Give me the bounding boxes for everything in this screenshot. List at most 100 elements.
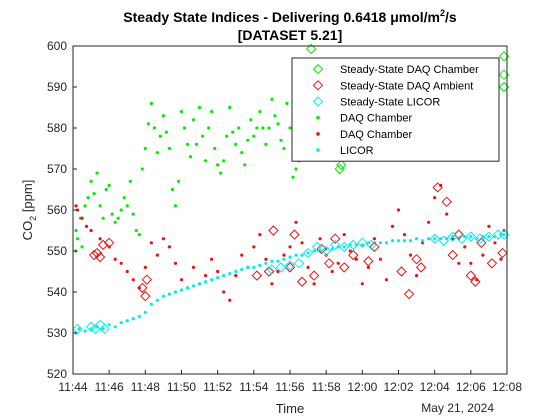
- data-point-diamond: [447, 231, 458, 242]
- data-point-diamond: [369, 241, 380, 253]
- data-point: [240, 253, 244, 257]
- data-point: [74, 228, 78, 233]
- data-point: [125, 204, 129, 208]
- data-point: [125, 269, 129, 274]
- data-point: [234, 269, 238, 274]
- data-point: [231, 130, 235, 134]
- legend: Steady-State DAQ Chamber Steady-State DAQ…: [291, 57, 500, 162]
- data-point: [119, 321, 123, 325]
- data-point: [264, 257, 268, 261]
- data-point: [481, 253, 485, 257]
- data-point-diamond: [323, 258, 335, 269]
- legend-box: [291, 57, 500, 162]
- data-point: [92, 192, 96, 196]
- data-point: [252, 245, 256, 249]
- x-tick-label: 11:52: [203, 380, 232, 394]
- data-point: [378, 257, 383, 261]
- data-point-diamond: [305, 43, 317, 55]
- data-point: [122, 196, 126, 200]
- data-point: [285, 101, 289, 105]
- data-point: [445, 212, 449, 216]
- data-point: [86, 196, 90, 200]
- data-point-diamond: [308, 270, 320, 281]
- legend-entry: LICOR: [340, 145, 374, 157]
- y-tick-label: 600: [47, 39, 67, 53]
- data-point: [191, 118, 196, 122]
- data-point-diamond: [311, 241, 323, 253]
- data-point: [161, 294, 166, 298]
- chart-title-superscript: 2: [440, 8, 445, 18]
- x-tick-label: 12:02: [383, 380, 413, 394]
- svg-text:Steady State Indices - Deliver: Steady State Indices - Delivering 0.6418…: [123, 8, 457, 25]
- data-point: [228, 271, 232, 276]
- data-point: [469, 261, 473, 265]
- chart-title-main: Steady State Indices - Delivering 0.6418…: [123, 9, 440, 25]
- chart-title: Steady State Indices - Delivering 0.6418…: [123, 8, 457, 43]
- data-point-diamond: [275, 262, 287, 273]
- x-tick-label: 11:50: [167, 380, 196, 394]
- data-point: [408, 253, 413, 257]
- data-point: [149, 241, 153, 245]
- data-point: [80, 245, 84, 249]
- data-point: [282, 257, 286, 261]
- data-point-diamond: [284, 260, 296, 271]
- data-point: [222, 159, 226, 163]
- data-point: [294, 167, 298, 171]
- data-point-diamond: [465, 270, 477, 281]
- data-point: [77, 327, 81, 331]
- data-point: [414, 237, 419, 241]
- data-point: [294, 253, 298, 257]
- y-tick-label: 530: [47, 326, 67, 340]
- y-axis-label-main: CO: [20, 221, 35, 241]
- data-point: [502, 233, 506, 237]
- data-point-diamond: [465, 231, 477, 242]
- series-2: [72, 229, 510, 335]
- data-point: [155, 298, 159, 302]
- legend-entry: DAQ Chamber: [340, 129, 412, 141]
- data-point-diamond: [441, 196, 452, 208]
- series-3: [74, 97, 310, 253]
- data-point: [390, 224, 395, 228]
- data-point: [167, 146, 172, 151]
- x-tick-label: 11:54: [239, 380, 268, 394]
- data-point: [173, 261, 178, 265]
- data-point: [213, 146, 217, 151]
- data-point: [255, 126, 259, 130]
- data-point: [155, 151, 159, 155]
- data-point: [270, 97, 274, 101]
- data-point: [264, 142, 268, 146]
- data-point: [240, 267, 244, 272]
- data-point: [185, 286, 190, 290]
- data-point: [125, 319, 129, 323]
- data-point: [258, 110, 262, 114]
- data-point: [306, 251, 310, 255]
- data-point: [384, 241, 389, 245]
- y-axis-label-subscript: 2: [28, 216, 38, 221]
- data-point-diamond: [438, 235, 449, 246]
- data-point: [294, 220, 298, 224]
- data-point: [107, 183, 111, 187]
- data-point: [140, 167, 144, 171]
- x-tick-label: 12:00: [347, 380, 377, 394]
- data-point: [204, 159, 208, 163]
- data-point: [167, 292, 172, 296]
- legend-marker: [316, 148, 320, 152]
- data-point: [104, 187, 108, 192]
- data-point: [330, 247, 334, 251]
- data-point: [372, 237, 376, 241]
- data-point: [270, 282, 274, 286]
- data-point: [261, 126, 265, 130]
- data-point: [119, 208, 123, 212]
- data-point-diamond: [320, 245, 332, 257]
- data-point: [433, 196, 437, 200]
- data-point: [173, 290, 178, 294]
- data-point-diamond: [289, 229, 300, 240]
- data-point-diamond: [263, 266, 275, 277]
- x-axis-label: Time: [276, 401, 304, 416]
- data-point: [234, 274, 238, 278]
- data-point: [421, 239, 425, 243]
- data-point-diamond: [330, 239, 341, 251]
- data-point: [457, 261, 461, 265]
- data-point: [131, 278, 135, 282]
- data-point: [276, 259, 280, 263]
